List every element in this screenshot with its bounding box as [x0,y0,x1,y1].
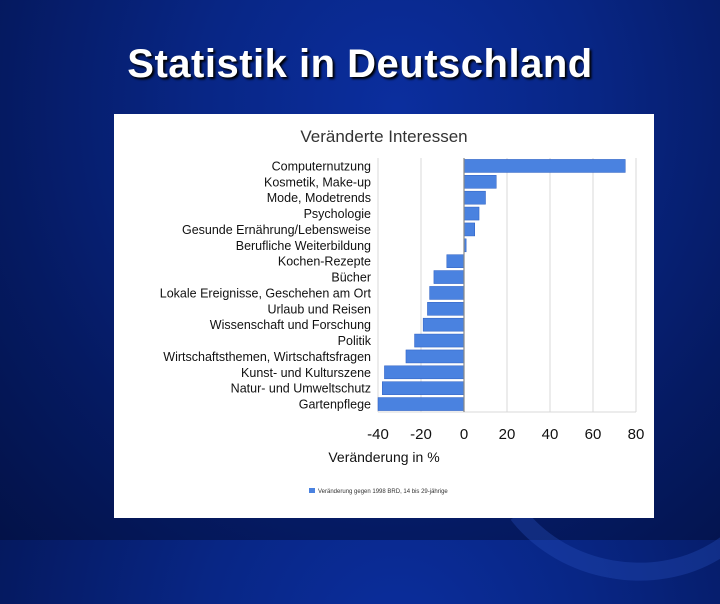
x-axis-label: Veränderung in % [328,449,439,465]
bar [384,365,465,380]
category-label: Kosmetik, Make-up [264,175,371,189]
x-tick-label: 40 [542,426,559,443]
bar [463,159,626,173]
bar-layer [377,158,626,412]
x-tick-label: 60 [585,426,602,443]
bar [446,254,465,268]
x-tick-label: -40 [367,426,389,443]
bar [463,175,497,189]
bar [463,190,486,205]
category-label: Wirtschaftsthemen, Wirtschaftsfragen [163,350,371,364]
x-tick-label: 0 [460,426,468,443]
bar [433,270,465,284]
bar [382,381,465,395]
bar [414,333,465,348]
category-label: Mode, Modetrends [267,191,371,205]
bar [463,206,480,221]
category-label: Kunst- und Kulturszene [241,366,371,380]
legend-swatch [309,488,315,493]
x-tick-label: -20 [410,426,432,443]
grid-layer [377,158,637,413]
bar [422,317,465,332]
bar-chart: Veränderte Interessen Computernutzung Kos… [160,127,645,495]
category-label: Bücher [331,271,371,285]
x-tick-labels: -40 -20 0 20 40 60 80 [367,426,644,443]
category-label: Computernutzung [272,159,371,173]
bar [427,302,465,316]
legend-label: Veränderung gegen 1998 BRD, 14 bis 29-jä… [318,489,448,495]
category-label: Gartenpflege [299,398,371,412]
category-label: Politik [338,334,372,348]
category-label: Psychologie [304,207,371,221]
category-label: Natur- und Umweltschutz [231,382,371,396]
category-label: Gesunde Ernährung/Lebensweise [182,223,371,237]
chart-panel: Veränderte Interessen Computernutzung Kos… [114,114,654,518]
slide-title: Statistik in Deutschland [127,42,593,86]
x-tick-label: 80 [628,426,645,443]
bar [377,397,465,411]
legend: Veränderung gegen 1998 BRD, 14 bis 29-jä… [309,488,448,495]
category-label: Kochen-Rezepte [278,255,371,269]
category-label: Lokale Ereignisse, Geschehen am Ort [160,286,372,300]
bar [405,349,465,364]
chart-title: Veränderte Interessen [300,127,467,146]
category-label: Berufliche Weiterbildung [236,239,371,253]
bar [429,286,465,300]
category-label: Urlaub und Reisen [267,302,371,316]
bar [463,222,475,237]
category-labels: Computernutzung Kosmetik, Make-up Mode, Mo… [160,159,372,411]
x-tick-label: 20 [499,426,516,443]
category-label: Wissenschaft und Forschung [210,318,371,332]
